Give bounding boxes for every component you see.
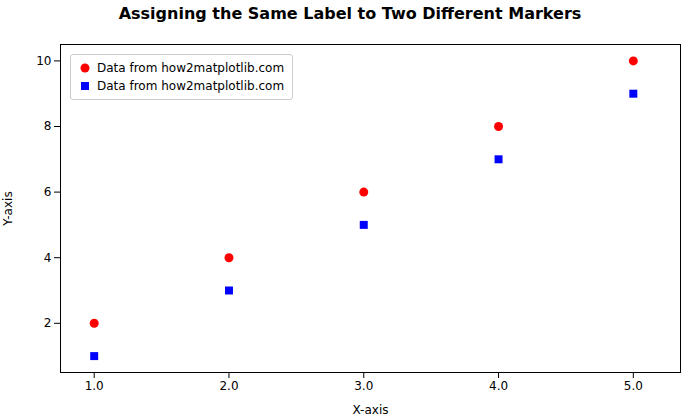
svg-text:4.0: 4.0 xyxy=(489,379,508,393)
svg-text:2.0: 2.0 xyxy=(219,379,238,393)
svg-text:4: 4 xyxy=(44,251,52,265)
svg-text:Y-axis: Y-axis xyxy=(1,191,15,226)
svg-text:5.0: 5.0 xyxy=(624,379,643,393)
svg-text:1.0: 1.0 xyxy=(85,379,104,393)
svg-text:8: 8 xyxy=(44,119,52,133)
svg-text:2: 2 xyxy=(44,316,52,330)
svg-text:3.0: 3.0 xyxy=(354,379,373,393)
svg-text:X-axis: X-axis xyxy=(353,403,389,417)
html-text:Data from how2matplotlib.com: Data from how2matplotlib.com xyxy=(97,79,285,93)
svg-text:10: 10 xyxy=(36,54,51,68)
html-text:Data from how2matplotlib.com: Data from how2matplotlib.com xyxy=(97,61,285,75)
html-text:Assigning the Same Label to Tw: Assigning the Same Label to Two Differen… xyxy=(118,4,582,23)
svg-text:6: 6 xyxy=(44,185,52,199)
